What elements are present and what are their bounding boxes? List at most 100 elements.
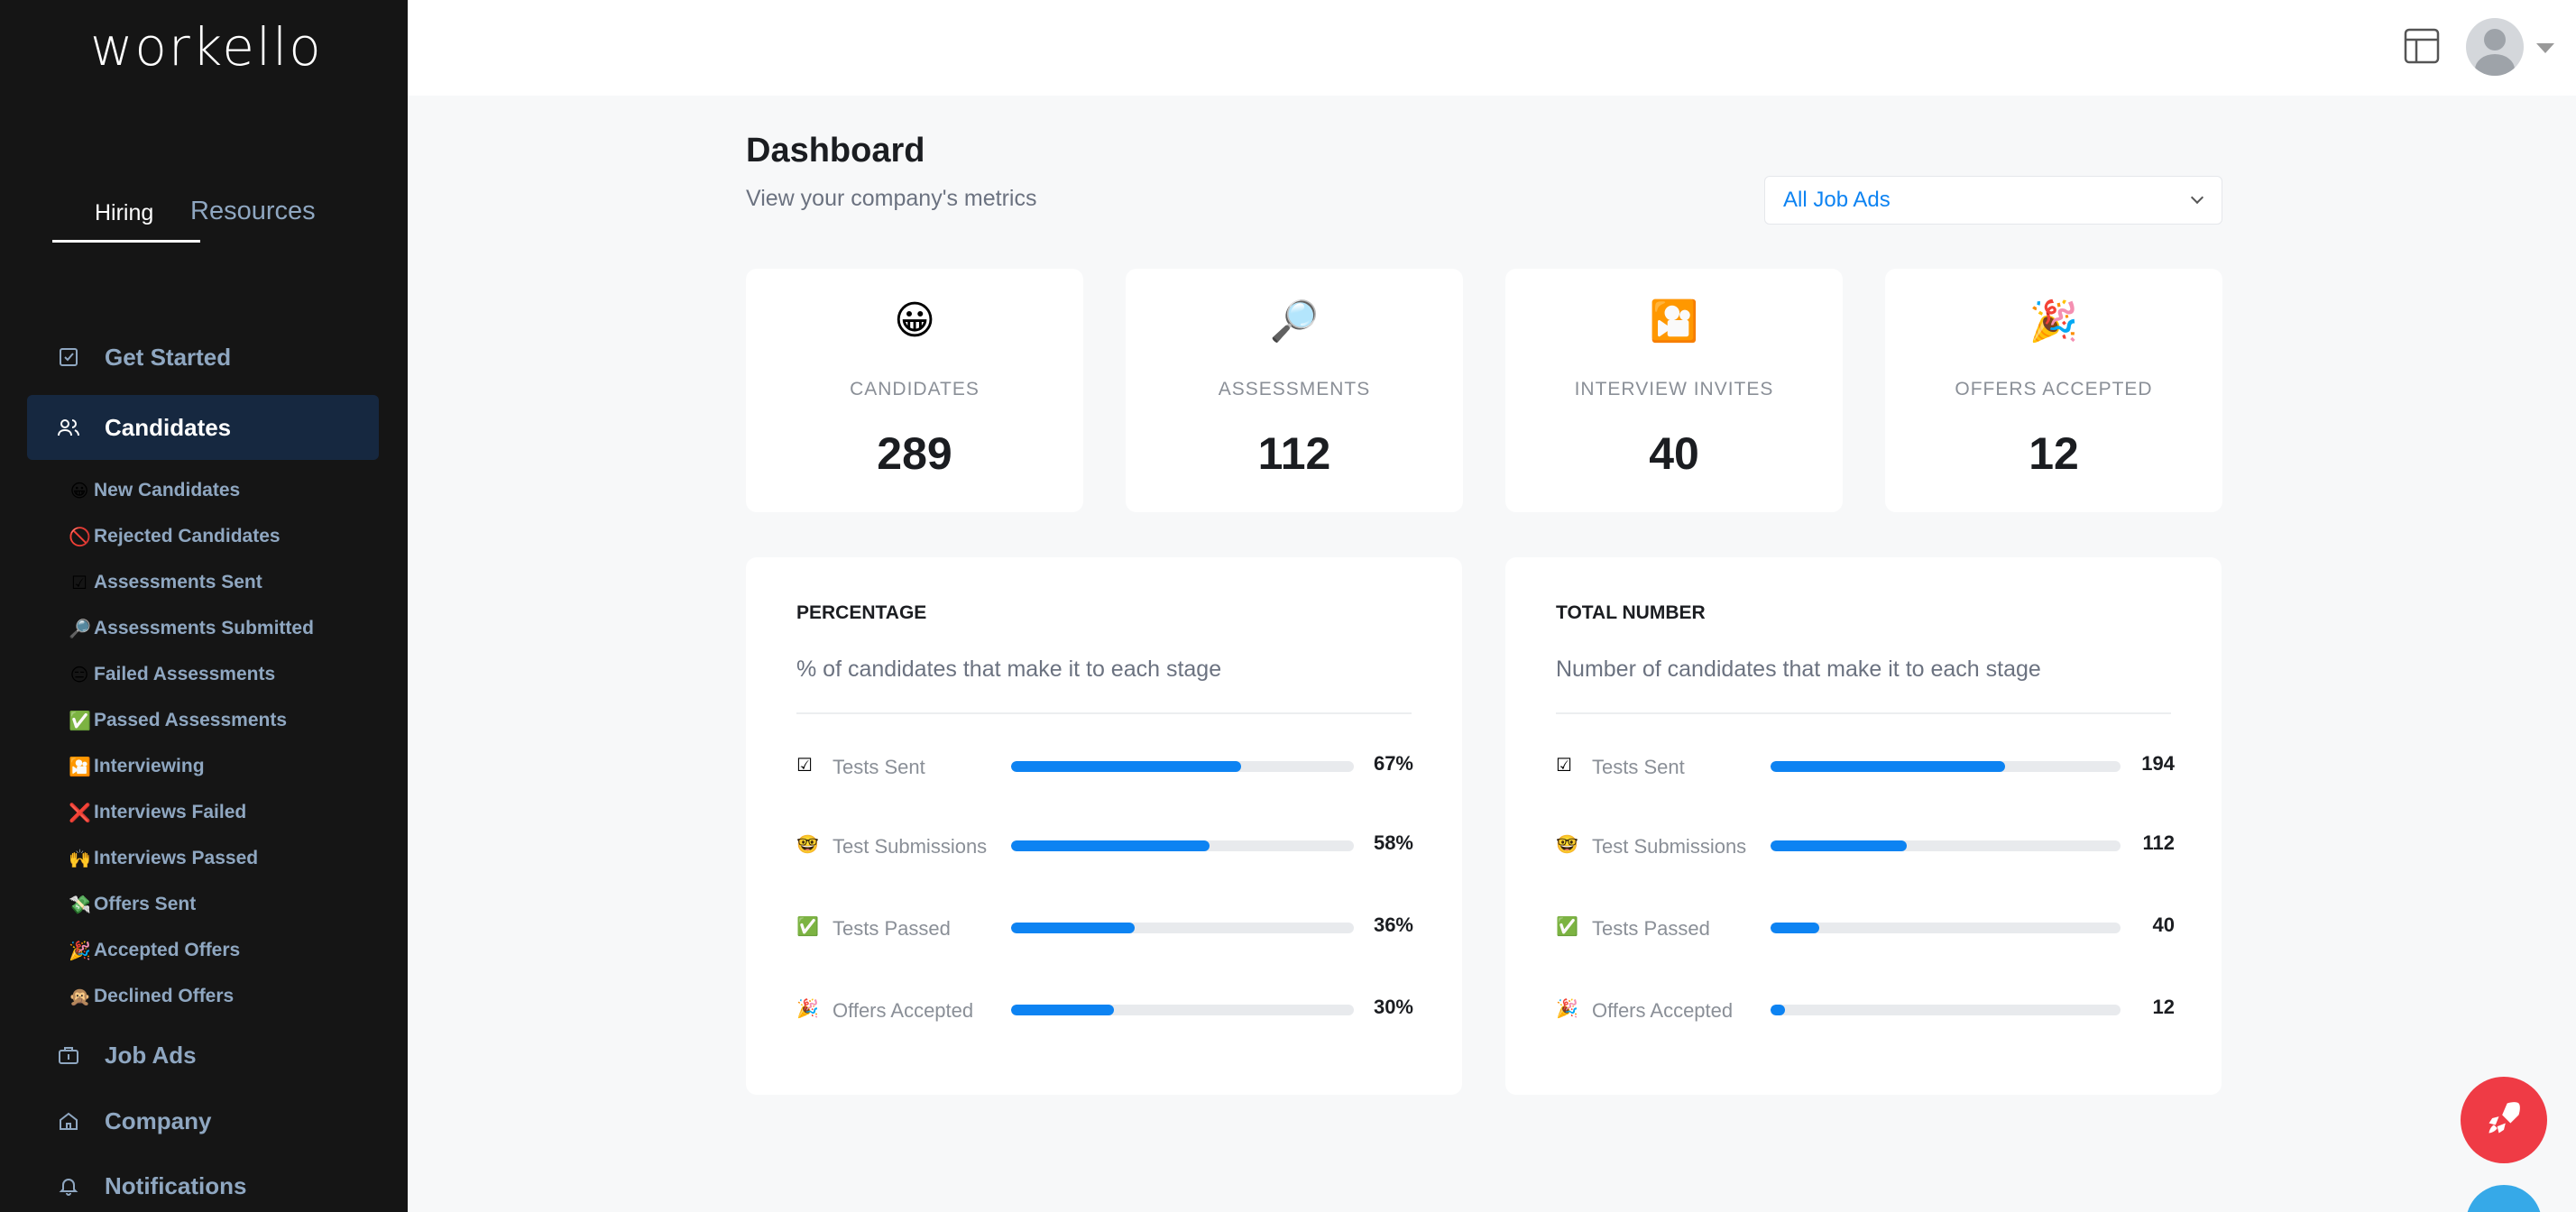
stat-card-offers-accepted: 🎉 OFFERS ACCEPTED 12	[1885, 269, 2222, 512]
progress-fill	[1771, 923, 1820, 933]
app-logo[interactable]: workello	[90, 16, 323, 78]
stat-value: 40	[1649, 428, 1699, 479]
sidebar: workello Hiring Resources Get Started Ca…	[0, 0, 408, 1212]
sidebar-subitem-failed-assessments[interactable]: 😑 Failed Assessments	[69, 656, 276, 693]
sidebar-subitem-assessments-sent[interactable]: ☑ Assessments Sent	[69, 565, 262, 601]
stage-label: Offers Accepted	[1592, 999, 1734, 1022]
sidebar-subitem-label: Declined Offers	[94, 986, 235, 1006]
progress-fill	[1011, 761, 1241, 772]
interviewing-icon: 🎦	[69, 756, 91, 777]
party-popper-icon: 🎉	[1556, 997, 1578, 1019]
checkbox-icon: ☑	[1556, 754, 1572, 776]
job-ads-select-value: All Job Ads	[1783, 188, 1891, 212]
sidebar-item-get-started[interactable]: Get Started	[27, 325, 379, 390]
stage-row: ☑ Tests Sent 67%	[796, 747, 1428, 783]
stat-card-assessments: 🔎 ASSESSMENTS 112	[1126, 269, 1463, 512]
sidebar-subitem-label: Rejected Candidates	[94, 526, 281, 546]
sidebar-item-notifications[interactable]: Notifications	[27, 1153, 379, 1212]
progress-fill	[1771, 761, 2005, 772]
stage-value: 30%	[1373, 996, 1413, 1018]
checkbox-icon: ☑	[796, 754, 813, 776]
rejected-candidates-icon: 🚫	[69, 526, 91, 547]
stage-label: Test Submissions	[833, 835, 988, 858]
progress-fill	[1011, 1005, 1114, 1015]
total-number-panel: TOTAL NUMBER Number of candidates that m…	[1505, 557, 2222, 1095]
stage-label: Tests Passed	[833, 917, 951, 940]
sidebar-item-candidates[interactable]: Candidates	[27, 395, 379, 460]
launch-button[interactable]	[2461, 1077, 2547, 1163]
stat-value: 289	[877, 428, 952, 479]
failed-assessments-icon: 😑	[69, 664, 89, 685]
progress-bar	[1771, 840, 2121, 851]
stat-value: 12	[2029, 428, 2079, 479]
stage-label: Test Submissions	[1592, 835, 1747, 858]
stage-row: 🤓 Test Submissions 112	[1556, 826, 2187, 862]
avatar[interactable]	[2466, 18, 2524, 76]
stage-row: 🎉 Offers Accepted 30%	[796, 990, 1428, 1026]
sidebar-subitem-interviewing[interactable]: 🎦 Interviewing	[69, 748, 205, 785]
sidebar-item-label: Company	[105, 1106, 212, 1134]
layout-icon[interactable]	[2401, 25, 2443, 67]
sidebar-subitem-passed-assessments[interactable]: ✅ Passed Assessments	[69, 702, 287, 739]
chat-button[interactable]	[2466, 1185, 2542, 1212]
passed-assessments-icon: ✅	[69, 710, 91, 731]
progress-fill	[1011, 923, 1135, 933]
progress-fill	[1771, 840, 1908, 851]
sidebar-item-company[interactable]: Company	[27, 1088, 379, 1153]
stage-value: 40	[2152, 914, 2175, 936]
party-popper-icon: 🎉	[2029, 298, 2079, 344]
job-ads-select[interactable]: All Job Ads	[1764, 176, 2222, 225]
chevron-down-icon[interactable]	[2536, 43, 2554, 53]
sidebar-item-label: Candidates	[105, 413, 232, 441]
progress-bar	[1011, 840, 1354, 851]
declined-offers-icon: 🙊	[69, 986, 91, 1007]
rocket-icon	[2484, 1098, 2524, 1143]
interviews-failed-icon: ❌	[69, 802, 91, 823]
new-candidates-icon: 😀	[69, 480, 89, 501]
sidebar-subitem-label: Interviewing	[94, 756, 205, 776]
checkbox-icon	[56, 344, 81, 370]
stat-label: CANDIDATES	[850, 379, 980, 399]
offers-sent-icon: 💸	[69, 894, 91, 915]
home-icon	[56, 1108, 81, 1134]
sidebar-item-job-ads[interactable]: Job Ads	[27, 1023, 379, 1088]
nerd-face-icon: 🤓	[796, 833, 819, 855]
sidebar-subitem-label: Assessments Sent	[94, 572, 262, 592]
sidebar-subitem-accepted-offers[interactable]: 🎉 Accepted Offers	[69, 932, 240, 969]
sidebar-subitem-interviews-failed[interactable]: ❌ Interviews Failed	[69, 794, 246, 831]
briefcase-icon	[56, 1042, 81, 1068]
sidebar-subitem-label: Interviews Failed	[94, 802, 247, 822]
stage-label: Tests Sent	[1592, 756, 1685, 778]
stage-value: 67%	[1373, 752, 1413, 775]
progress-bar	[1771, 923, 2121, 933]
interviews-passed-icon: 🙌	[69, 848, 91, 869]
stage-label: Tests Sent	[833, 756, 925, 778]
divider	[796, 712, 1412, 714]
progress-bar	[1011, 761, 1354, 772]
stage-value: 58%	[1373, 831, 1413, 854]
tab-hiring[interactable]: Hiring	[95, 200, 154, 225]
active-tab-indicator	[52, 240, 200, 243]
stage-row: 🤓 Test Submissions 58%	[796, 826, 1428, 862]
sidebar-subitem-offers-sent[interactable]: 💸 Offers Sent	[69, 886, 196, 923]
stage-row: ☑ Tests Sent 194	[1556, 747, 2187, 783]
sidebar-subitem-assessments-submitted[interactable]: 🔎 Assessments Submitted	[69, 611, 314, 647]
sidebar-subitem-label: Interviews Passed	[94, 848, 259, 868]
progress-bar	[1011, 1005, 1354, 1015]
page-subtitle: View your company's metrics	[746, 186, 1037, 211]
bell-icon	[56, 1173, 81, 1198]
sidebar-tabs: Hiring Resources	[52, 180, 377, 245]
tab-resources[interactable]: Resources	[190, 197, 316, 225]
progress-bar	[1011, 923, 1354, 933]
sidebar-subitem-rejected-candidates[interactable]: 🚫 Rejected Candidates	[69, 519, 281, 555]
stat-card-candidates: 😀 CANDIDATES 289	[746, 269, 1083, 512]
stat-card-interview-invites: 🎦 INTERVIEW INVITES 40	[1505, 269, 1843, 512]
stat-label: OFFERS ACCEPTED	[1955, 379, 2153, 399]
sidebar-subitem-label: Accepted Offers	[94, 940, 241, 960]
sidebar-subitem-declined-offers[interactable]: 🙊 Declined Offers	[69, 978, 234, 1015]
sidebar-subitem-new-candidates[interactable]: 😀 New Candidates	[69, 473, 241, 509]
sidebar-subitem-interviews-passed[interactable]: 🙌 Interviews Passed	[69, 840, 258, 877]
sidebar-subitem-label: Failed Assessments	[94, 664, 276, 684]
panel-subtitle: % of candidates that make it to each sta…	[796, 656, 1222, 682]
panel-title: PERCENTAGE	[796, 602, 927, 623]
